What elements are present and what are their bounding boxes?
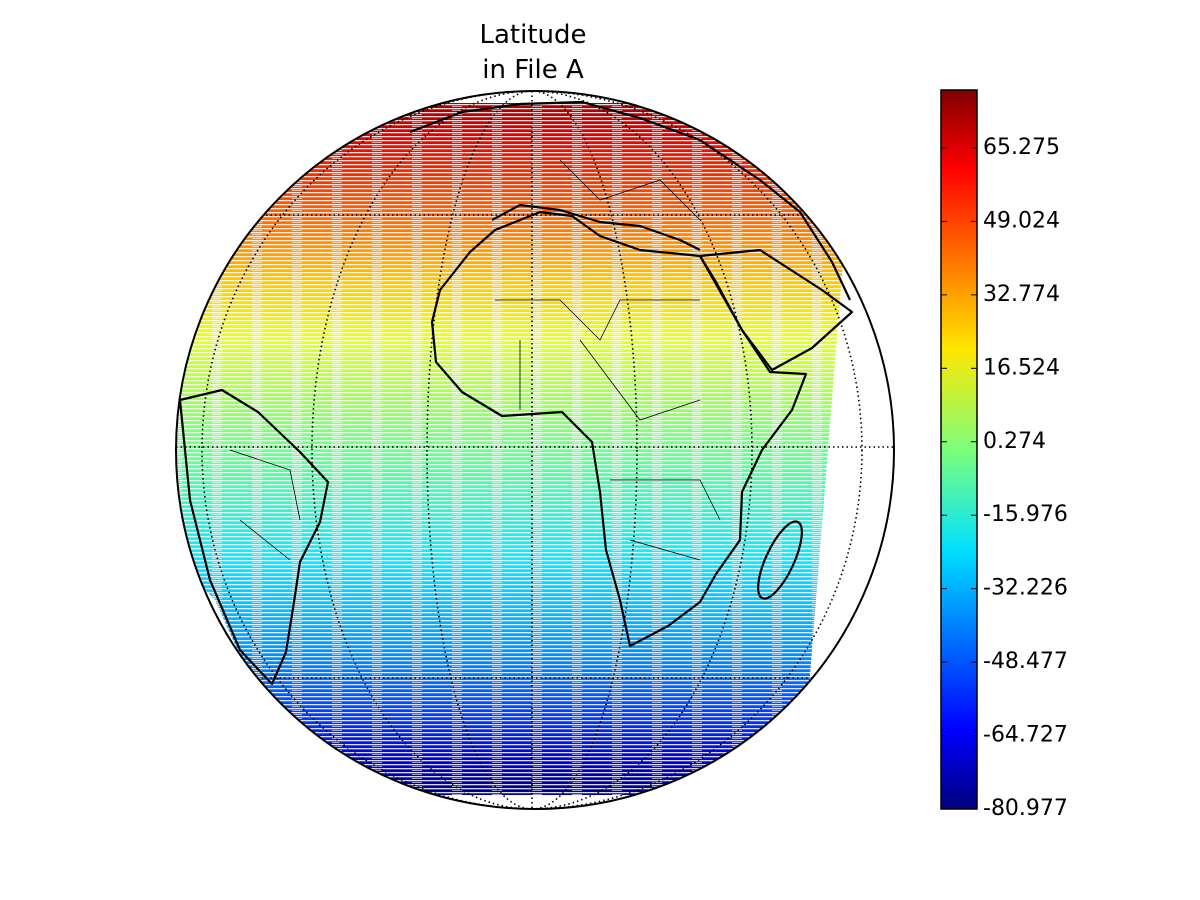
tick-label: 32.774 (983, 282, 1060, 307)
tick-label: -32.226 (983, 576, 1068, 601)
texture (176, 91, 894, 809)
tick-label: -48.477 (983, 649, 1068, 674)
no-data (176, 91, 894, 103)
tick-label: 65.275 (983, 135, 1060, 160)
tick-label: -15.976 (983, 502, 1068, 527)
tick-label: 49.024 (983, 208, 1060, 233)
africa (430, 210, 808, 648)
europe (409, 100, 851, 301)
borders (229, 159, 721, 561)
title-line: in File A (482, 55, 584, 85)
tick-label: 16.524 (983, 355, 1060, 380)
south-america (178, 388, 330, 686)
meridian (426, 91, 638, 809)
tick-label: 0.274 (983, 429, 1046, 454)
globe-outline (175, 90, 895, 810)
colorbar (940, 89, 978, 810)
arabia (698, 248, 854, 372)
tick-label: -80.977 (983, 796, 1068, 821)
meridian (311, 91, 753, 809)
globe (176, 91, 894, 809)
madagascar (757, 520, 803, 600)
title-line: Latitude (479, 20, 586, 50)
meridian (201, 91, 863, 809)
colorbar-ticks: -80.977 -64.727 -48.477 -32.226 -15.976 0.274… (941, 135, 1068, 821)
tick-label: -64.727 (983, 723, 1068, 748)
